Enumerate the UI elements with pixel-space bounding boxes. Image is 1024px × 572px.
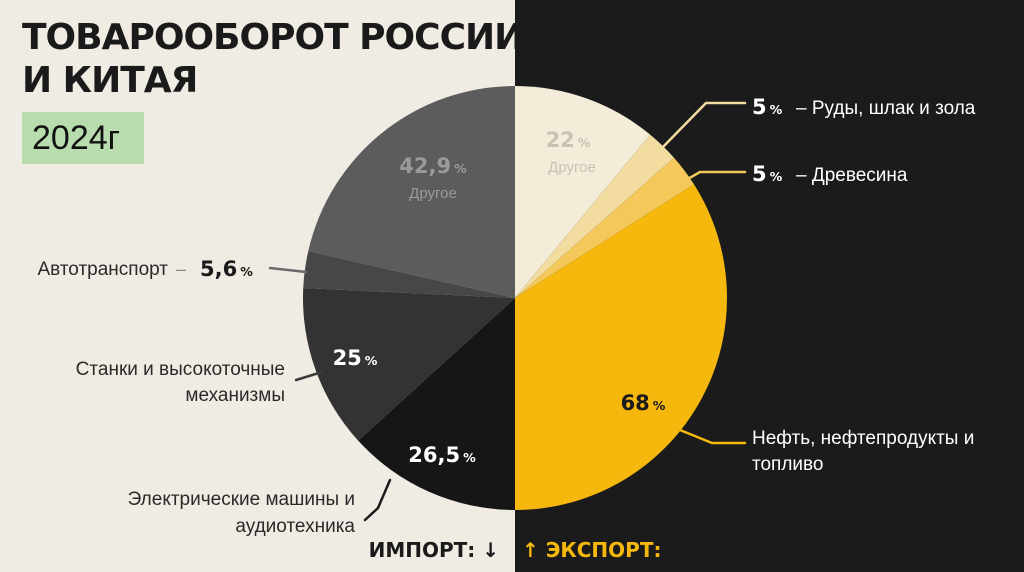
import-value-label-3: 25%	[333, 346, 378, 370]
import-slice-2	[303, 251, 515, 298]
legend: ИМПОРТ: ↓ ↑ ЭКСПОРТ:	[0, 532, 1024, 568]
export-value-label-3: 5%	[752, 162, 783, 186]
export-slice-label-4a: Нефть, нефтепродукты и	[752, 428, 974, 449]
year-badge: 2024г	[22, 112, 144, 164]
export-value-label-2: 5%	[752, 95, 783, 119]
export-slice-2	[515, 134, 675, 298]
export-slice-label-2: – Руды, шлак и зола	[796, 98, 976, 119]
import-value-label-2: 5,6%	[200, 257, 253, 281]
import-slice-3	[303, 288, 515, 441]
import-leader-2	[268, 266, 308, 274]
export-value-label-1: 22%	[546, 128, 591, 152]
chart-title: ТОВАРООБОРОТ РОССИИ И КИТАЯ	[22, 16, 524, 102]
import-slice-label-2: Автотранспорт	[37, 259, 168, 280]
import-slice-label-4b: аудиотехника	[235, 516, 355, 537]
import-slice-label-3b: механизмы	[185, 385, 285, 406]
export-leader-4	[678, 428, 747, 445]
import-value-label-4: 26,5%	[408, 443, 476, 467]
import-legend-label: ИМПОРТ: ↓	[368, 538, 499, 562]
import-leader-3	[294, 370, 324, 382]
import-slice-label-3a: Станки и высокоточные	[76, 359, 285, 380]
export-slice-label-3: – Древесина	[796, 165, 908, 186]
chart-title-line-1: ТОВАРООБОРОТ РОССИИ	[22, 17, 524, 58]
export-slice-3	[515, 157, 694, 298]
export-slice-label-4b: топливо	[752, 454, 824, 475]
export-value-label-4: 68%	[621, 391, 666, 415]
chart-title-line-2: И КИТАЯ	[22, 60, 198, 101]
export-slice-1	[515, 86, 651, 298]
export-leader-2	[658, 101, 747, 152]
import-leader-4	[363, 478, 392, 522]
import-slice-label-1: Другое	[409, 185, 457, 202]
import-value-label-1: 42,9%	[399, 154, 467, 178]
export-leader-3	[684, 170, 747, 182]
import-dash-2: –	[176, 259, 186, 279]
export-slice-4	[515, 184, 728, 510]
import-slice-label-4a: Электрические машины и	[128, 489, 355, 510]
export-slice-label-1: Другое	[548, 159, 596, 176]
import-slice-4	[358, 298, 515, 510]
export-legend-label: ↑ ЭКСПОРТ:	[522, 538, 662, 562]
import-slice-1	[308, 86, 515, 298]
